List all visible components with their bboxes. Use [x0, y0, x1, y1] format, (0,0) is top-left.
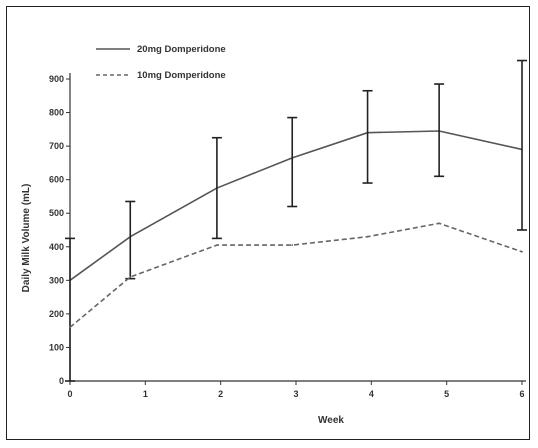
- legend: 20mg Domperidone 10mg Domperidone: [96, 44, 226, 81]
- legend-label-20mg: 20mg Domperidone: [137, 44, 226, 55]
- data-point: [69, 326, 71, 329]
- error-bar: [517, 59, 527, 231]
- x-tick-label: 2: [218, 389, 223, 399]
- data-point: [216, 244, 218, 247]
- data-point: [438, 222, 441, 225]
- error-bar: [287, 116, 298, 208]
- series-line: [69, 222, 523, 328]
- error-bar: [211, 136, 222, 240]
- x-tick-label: 5: [444, 389, 449, 399]
- error-bar: [362, 89, 373, 184]
- chart-frame: [6, 6, 530, 440]
- data-point: [129, 276, 132, 278]
- x-tick-label: 3: [293, 389, 298, 399]
- y-tick-label: 900: [49, 74, 64, 84]
- y-tick-label: 100: [49, 342, 64, 352]
- x-tick-label: 1: [143, 389, 148, 399]
- y-tick-label: 200: [49, 309, 64, 319]
- x-axis-title: Week: [318, 415, 344, 426]
- data-point: [521, 250, 523, 253]
- series-0: [65, 59, 527, 382]
- error-bar: [434, 83, 445, 178]
- y-tick-label: 400: [49, 242, 64, 252]
- x-tick-label: 0: [67, 389, 72, 399]
- error-bar: [65, 237, 75, 382]
- y-tick-label: 0: [59, 376, 64, 386]
- data-point: [291, 244, 294, 247]
- y-tick-label: 600: [49, 175, 64, 185]
- y-tick-label: 700: [49, 141, 64, 151]
- series-1: [69, 222, 523, 329]
- y-tick-label: 300: [49, 275, 64, 285]
- x-tick-label: 6: [519, 389, 524, 399]
- legend-label-10mg: 10mg Domperidone: [137, 70, 226, 81]
- y-tick-label: 500: [49, 208, 64, 218]
- y-axis-title: Daily Milk Volume (mL): [21, 184, 32, 293]
- data-point: [366, 235, 369, 238]
- error-bar: [125, 200, 136, 280]
- x-tick-label: 4: [369, 389, 374, 399]
- axes: 0 100 200 300 400 500 600 700 800 900 0 1 2 3 4 5 6: [49, 73, 526, 399]
- y-tick-label: 800: [49, 108, 64, 118]
- series-line: [69, 130, 523, 281]
- series-layer: [65, 59, 527, 382]
